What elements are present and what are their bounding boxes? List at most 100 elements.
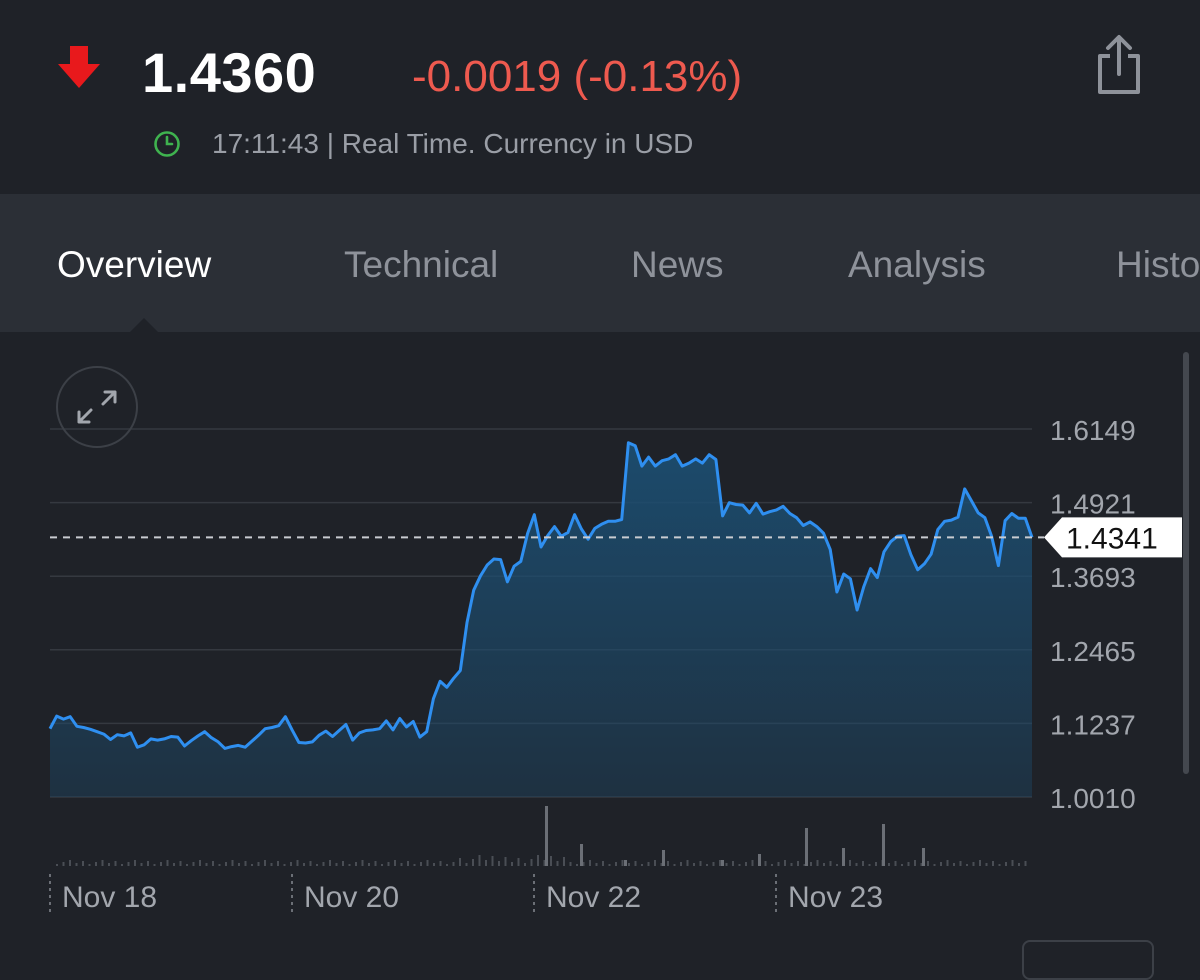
volume-bar [140, 863, 143, 866]
volume-bar [69, 860, 71, 866]
volume-bar [712, 862, 715, 866]
volume-bar [985, 863, 988, 866]
volume-bar [764, 861, 767, 866]
volume-bar [686, 860, 689, 866]
volume-bar [166, 860, 169, 866]
volume-bar [725, 863, 728, 866]
tab-news[interactable]: News [631, 244, 724, 285]
volume-bar [439, 861, 442, 866]
volume-bar [218, 864, 221, 866]
volume-bar [621, 860, 624, 866]
price-area [50, 442, 1032, 797]
volume-bar [504, 857, 507, 866]
volume-bar [966, 864, 968, 866]
expand-chart-button[interactable] [56, 366, 138, 448]
chart-period-button[interactable] [1022, 940, 1154, 980]
volume-bar [784, 860, 786, 866]
volume-bar [270, 863, 273, 866]
volume-bar [420, 862, 422, 866]
volume-bar [1018, 863, 1020, 866]
volume-bar [660, 863, 663, 866]
volume-bar [82, 861, 84, 866]
volume-bar [673, 864, 676, 866]
volume-bar [805, 828, 808, 866]
volume-bar [667, 861, 669, 866]
volume-bar [608, 864, 611, 866]
volume-bar [634, 861, 637, 866]
volume-bar [452, 862, 455, 866]
volume-bar [433, 863, 435, 866]
volume-bar [732, 861, 734, 866]
volume-bar [563, 857, 565, 866]
expand-icon [77, 390, 117, 424]
y-tick-label: 1.3693 [1050, 562, 1136, 593]
volume-bar [491, 856, 494, 866]
x-tick-label: Nov 23 [788, 881, 883, 914]
volume-bar [589, 860, 591, 866]
volume-bar [1011, 860, 1014, 866]
volume-bar [413, 864, 416, 866]
volume-bar [543, 860, 546, 866]
volume-bar [758, 854, 761, 866]
volume-bar [855, 863, 858, 866]
current-price: 1.4360 [142, 41, 317, 104]
volume-bar [907, 862, 910, 866]
volume-bar [745, 862, 747, 866]
price-change: -0.0019 (-0.13%) [412, 52, 743, 101]
volume-bar [127, 862, 130, 866]
volume-bar [264, 860, 266, 866]
volume-bar [624, 860, 627, 866]
volume-bar [257, 862, 260, 866]
volume-bar [231, 860, 234, 866]
volume-bar [95, 862, 97, 866]
volume-bar [348, 864, 351, 866]
y-tick-label: 1.2465 [1050, 636, 1136, 667]
volume-bar [842, 848, 845, 866]
volume-bar [517, 858, 520, 866]
volume-bar [114, 861, 117, 866]
volume-bar [998, 864, 1001, 866]
volume-bar [368, 863, 370, 866]
price-chart[interactable]: 1.6149 1.4921 1.3693 1.2465 1.1237 1.0010 1.43… [0, 0, 1200, 957]
volume-bar [576, 864, 578, 866]
x-tick-label: Nov 22 [546, 881, 641, 914]
volume-bar [946, 860, 949, 866]
tab-overview[interactable]: Overview [57, 244, 212, 285]
volume-bar [556, 861, 559, 866]
quote-header: 1.4360 -0.0019 (-0.13%) 17:11:43 | Real … [0, 0, 1200, 194]
volume-bar [290, 862, 292, 866]
tab-analysis[interactable]: Analysis [848, 244, 986, 285]
volume-bar [277, 861, 279, 866]
volume-bar [173, 863, 175, 866]
volume-bar [186, 864, 188, 866]
share-icon[interactable] [1092, 34, 1146, 96]
volume-bar [472, 859, 474, 866]
current-value-label: 1.4341 [1066, 522, 1158, 555]
volume-bar [56, 864, 58, 866]
volume-bar [244, 861, 247, 866]
volume-bar [387, 862, 390, 866]
volume-bar [537, 855, 539, 866]
volume-bar [342, 861, 344, 866]
volume-bar [75, 863, 78, 866]
volume-bar [374, 861, 377, 866]
volume-bar [914, 860, 916, 866]
scrollbar[interactable] [1183, 352, 1189, 774]
volume-bar [192, 862, 195, 866]
volume-bar [361, 860, 364, 866]
volume-bar [394, 860, 396, 866]
tab-technical[interactable]: Technical [344, 244, 499, 285]
tab-historical-data[interactable]: Historical Data [1116, 244, 1200, 285]
volume-bar [569, 862, 572, 866]
volume-bar [647, 862, 650, 866]
volume-bar [751, 860, 754, 866]
volume-bar [530, 859, 533, 866]
volume-bar [706, 864, 708, 866]
volume-bar [407, 861, 409, 866]
volume-bar [251, 864, 253, 866]
volume-bar [777, 862, 780, 866]
volume-bar [875, 862, 877, 866]
clock-icon [154, 131, 180, 157]
volume-bar [959, 861, 962, 866]
volume-bar [719, 860, 721, 866]
